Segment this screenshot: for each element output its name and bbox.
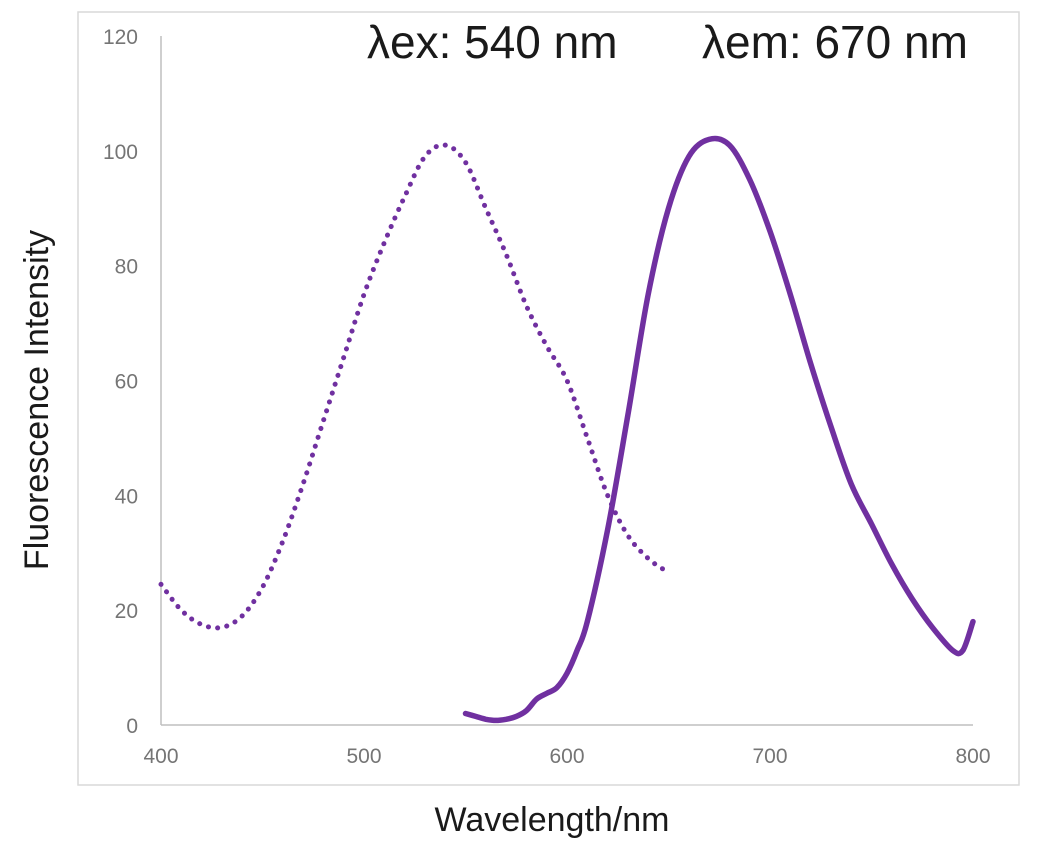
emission-series-line [462, 135, 976, 724]
y-tick-label: 80 [115, 256, 138, 279]
excitation-series-line [158, 142, 667, 631]
y-tick-label: 60 [115, 371, 138, 394]
y-tick-label: 0 [126, 715, 138, 738]
y-tick-label: 100 [103, 141, 138, 164]
x-tick-label: 400 [143, 745, 178, 768]
x-tick-labels: 400 500 600 700 800 [143, 745, 990, 768]
chart-frame [77, 11, 1020, 786]
y-axis-title: Fluorescence Intensity [18, 230, 56, 570]
series-layer [158, 135, 976, 724]
emission-annotation: λem: 670 nm [702, 16, 968, 68]
x-axis-title: Wavelength/nm [435, 801, 670, 839]
x-tick-label: 700 [752, 745, 787, 768]
y-tick-labels: 0 20 40 60 80 100 120 [103, 26, 138, 738]
x-tick-label: 600 [549, 745, 584, 768]
y-tick-label: 40 [115, 485, 138, 508]
y-tick-label: 20 [115, 600, 138, 623]
x-tick-label: 800 [955, 745, 990, 768]
y-tick-label: 120 [103, 26, 138, 49]
excitation-annotation: λex: 540 nm [367, 16, 618, 68]
x-tick-label: 500 [346, 745, 381, 768]
